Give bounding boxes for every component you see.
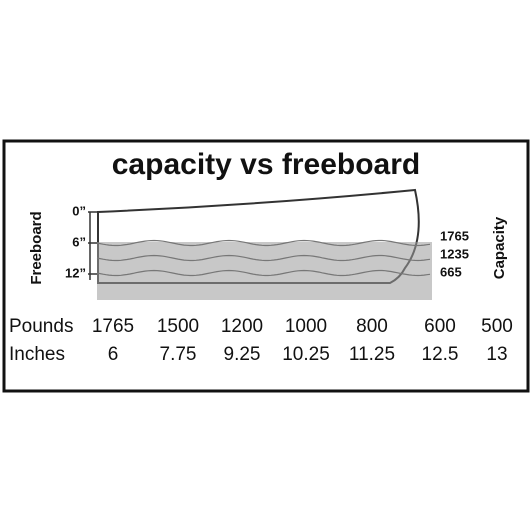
row-label: Pounds [9, 316, 73, 337]
wave-line [96, 254, 431, 262]
cell: 1200 [221, 316, 263, 337]
capacity-label: 1765 [440, 228, 469, 243]
capacity-label: 1235 [440, 246, 469, 261]
cell: 12.5 [422, 344, 459, 365]
cell: 1000 [285, 316, 327, 337]
cell: 600 [424, 316, 456, 337]
cell: 13 [486, 344, 507, 365]
cell: 11.25 [349, 344, 395, 365]
wave-line [96, 269, 431, 277]
title: capacity vs freeboard [112, 148, 420, 181]
cell: 10.25 [282, 344, 330, 365]
cell: 9.25 [224, 344, 261, 365]
wave-line [96, 239, 431, 247]
cell: 1765 [92, 316, 134, 337]
freeboard-tick-label: 6” [72, 234, 86, 249]
row-label: Inches [9, 344, 65, 365]
waves [96, 239, 431, 277]
cell: 7.75 [160, 344, 197, 365]
freeboard-tick-label: 12” [65, 265, 86, 280]
cell: 6 [108, 344, 119, 365]
cell: 800 [356, 316, 388, 337]
frame [2, 139, 530, 393]
cell: 1500 [157, 316, 199, 337]
left-axis-label: Freeboard [28, 211, 45, 284]
cell: 500 [481, 316, 513, 337]
freeboard-tick-label: 0” [72, 203, 86, 218]
right-axis-label: Capacity [491, 216, 508, 279]
capacity-label: 665 [440, 264, 462, 279]
